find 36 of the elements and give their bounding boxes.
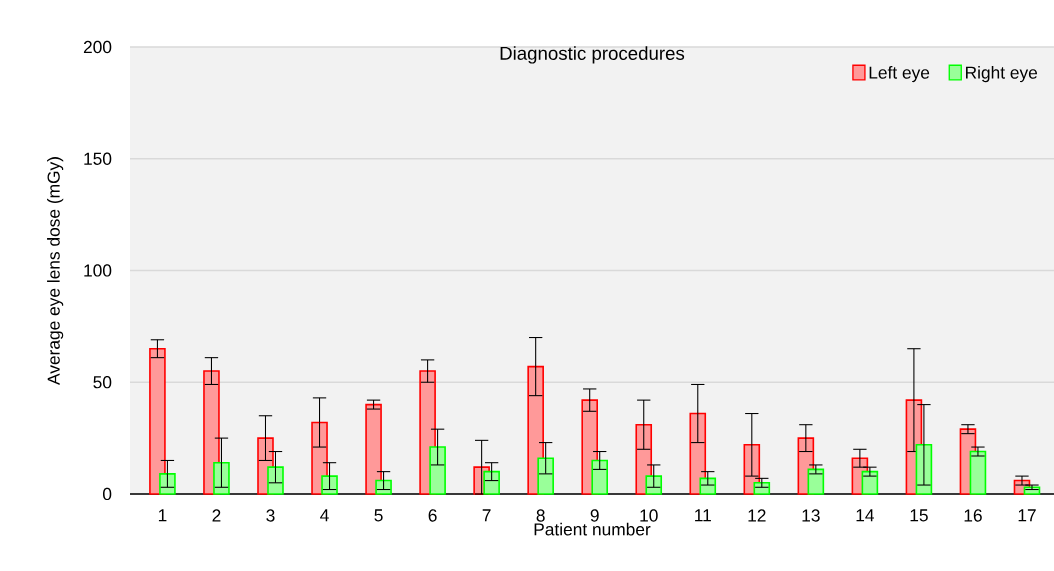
x-tick-label: 11 (695, 509, 711, 522)
chart-title: Diagnostic procedures (500, 46, 685, 64)
bar (753, 482, 771, 495)
y-tick-label: 150 (84, 152, 112, 165)
bar (807, 468, 825, 495)
x-tick-label: 5 (374, 509, 383, 522)
x-tick-label: 10 (640, 509, 658, 522)
x-tick-label: 2 (212, 509, 221, 522)
bar (483, 470, 500, 495)
x-tick-label: 6 (428, 509, 437, 522)
y-tick-label: 200 (83, 40, 112, 54)
x-tick-label: 3 (266, 509, 275, 522)
bar (969, 450, 987, 495)
y-tick-label: 50 (93, 376, 112, 389)
legend-label: Right eye (966, 66, 1038, 83)
x-tick-label: 9 (590, 509, 599, 522)
y-tick-label: 100 (84, 264, 112, 277)
y-axis-title: Average eye lens dose (mGy) (47, 157, 64, 385)
x-tick-label: 8 (536, 509, 545, 522)
bar (149, 347, 166, 495)
x-axis-title: Patient number (534, 522, 651, 536)
bar (537, 457, 554, 495)
x-tick-label: 12 (748, 509, 766, 522)
legend-label: Left eye (869, 66, 930, 83)
x-tick-label: 16 (964, 509, 982, 522)
x-tick-label: 4 (320, 509, 329, 522)
bar (429, 446, 446, 495)
x-tick-label: 1 (158, 509, 167, 522)
x-tick-label: 7 (482, 509, 491, 522)
x-tick-label: 15 (910, 509, 928, 522)
x-tick-label: 17 (1018, 509, 1036, 522)
x-tick-label: 13 (802, 509, 820, 522)
y-tick-label: 0 (102, 487, 112, 501)
bar (591, 459, 608, 495)
bar (365, 403, 382, 495)
x-tick-label: 14 (856, 509, 875, 522)
